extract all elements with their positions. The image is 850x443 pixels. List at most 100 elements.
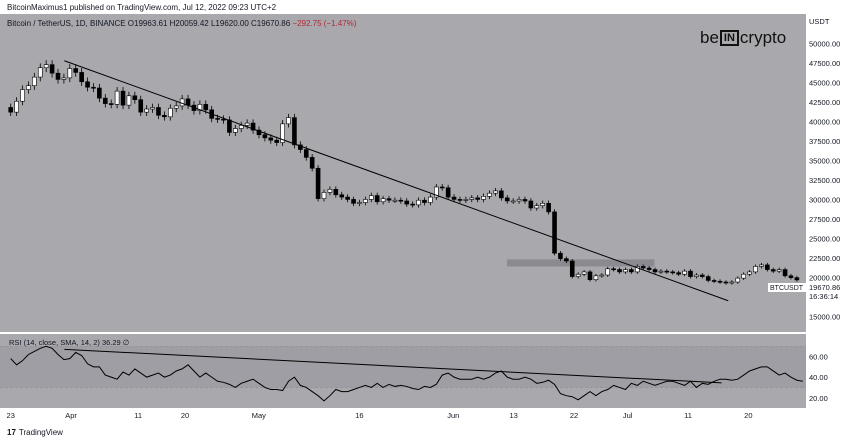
descending-trendline	[64, 60, 729, 302]
candle-body	[652, 269, 658, 273]
chart-legend: Bitcoin / TetherUS, 1D, BINANCE O19963.6…	[7, 19, 356, 28]
candle-body	[61, 77, 67, 80]
price-tick-label: 15000.00	[809, 312, 840, 321]
candle-body	[658, 270, 664, 273]
candle-body	[794, 277, 800, 281]
publish-text: BitcoinMaximus1 published on TradingView…	[7, 3, 277, 12]
candle-body	[481, 196, 486, 200]
candle-body	[43, 64, 49, 69]
tradingview-footer: 17 TradingView	[7, 428, 63, 437]
candle-body	[593, 275, 599, 280]
candle-body	[599, 274, 605, 277]
candle-body	[605, 268, 611, 276]
time-tick-label: Jun	[447, 411, 459, 420]
candle-body	[315, 167, 321, 199]
candle-body	[741, 273, 746, 279]
candle-body	[67, 68, 73, 79]
rsi-trendline	[64, 348, 722, 384]
candle-body	[244, 122, 250, 126]
candle-body	[759, 264, 764, 267]
candle-body	[274, 139, 280, 143]
price-tick-label: 20000.00	[809, 273, 840, 282]
candle-body	[629, 269, 634, 273]
candle-body	[380, 198, 386, 203]
candle-body	[528, 200, 534, 209]
rsi-tick-label: 20.00	[809, 394, 828, 403]
candle-body	[581, 271, 587, 275]
candle-body	[463, 199, 469, 201]
candle-body	[558, 252, 563, 259]
legend-change: −292.75 (−1.47%)	[292, 19, 357, 28]
publish-header: BitcoinMaximus1 published on TradingView…	[0, 0, 850, 14]
candle-body	[747, 271, 752, 275]
candle-body	[439, 186, 445, 189]
range-band-layer	[506, 259, 655, 267]
candle-body	[564, 258, 569, 262]
tradingview-logo-icon: 17	[7, 428, 16, 437]
candle-body	[345, 196, 350, 200]
candle-body	[788, 275, 794, 278]
time-tick-label: 11	[134, 411, 142, 420]
candle-body	[20, 89, 25, 102]
time-tick-label: Jul	[623, 411, 633, 420]
price-axis-bg	[806, 14, 850, 408]
candle-body	[197, 104, 203, 111]
candle-body	[286, 117, 291, 125]
candle-body	[85, 81, 90, 88]
candle-body	[221, 118, 226, 121]
candle-body	[705, 276, 711, 281]
candle-body	[49, 64, 55, 74]
candle-body	[587, 271, 593, 280]
candle-body	[26, 85, 31, 90]
candle-body	[487, 192, 492, 197]
candle-body	[233, 128, 238, 133]
candle-body	[91, 86, 96, 89]
time-tick-label: 23	[7, 411, 15, 420]
candle-body	[262, 134, 268, 139]
time-tick-label: 11	[684, 411, 692, 420]
rsi-tick-label: 60.00	[809, 353, 828, 362]
candle-body	[445, 187, 451, 198]
candle-body	[700, 274, 705, 277]
candle-body	[552, 211, 557, 254]
candle-body	[776, 269, 782, 272]
candle-body	[374, 195, 380, 203]
candle-body	[770, 269, 776, 272]
candle-body	[238, 125, 244, 129]
candles-layer	[8, 60, 800, 285]
candle-body	[138, 99, 144, 113]
time-tick-label: 20	[181, 411, 189, 420]
candle-body	[97, 87, 102, 99]
candle-body	[102, 97, 108, 104]
candle-body	[256, 129, 262, 136]
candle-body	[150, 107, 155, 110]
candle-body	[79, 72, 84, 83]
candle-body	[339, 194, 345, 198]
candle-body	[735, 277, 741, 283]
trendline-layer	[64, 60, 729, 384]
candle-body	[162, 114, 167, 118]
candle-body	[126, 95, 132, 106]
candle-body	[215, 118, 220, 120]
brand-logo: be IN crypto	[700, 28, 786, 48]
candle-body	[765, 264, 770, 270]
candle-body	[469, 197, 475, 200]
candle-body	[617, 269, 622, 273]
time-tick-label: Apr	[65, 411, 77, 420]
legend-symbol: Bitcoin / TetherUS, 1D, BINANCE	[7, 19, 126, 28]
candle-body	[32, 76, 37, 86]
last-price-badge: BTCUSDT 19670.86 16:36:14	[768, 281, 850, 301]
price-tick-label: 25000.00	[809, 234, 840, 243]
candle-body	[434, 186, 439, 198]
candle-body	[156, 107, 161, 116]
badge-countdown: 16:36:14	[809, 292, 838, 301]
legend-ohlc: O19963.61 H20059.42 L19620.00 C19670.86	[127, 19, 291, 28]
candle-body	[368, 195, 374, 200]
candle-body	[292, 117, 297, 146]
candle-body	[37, 67, 43, 78]
candle-body	[392, 199, 398, 202]
candle-body	[250, 122, 256, 131]
candle-body	[321, 192, 327, 199]
candle-body	[280, 123, 285, 143]
